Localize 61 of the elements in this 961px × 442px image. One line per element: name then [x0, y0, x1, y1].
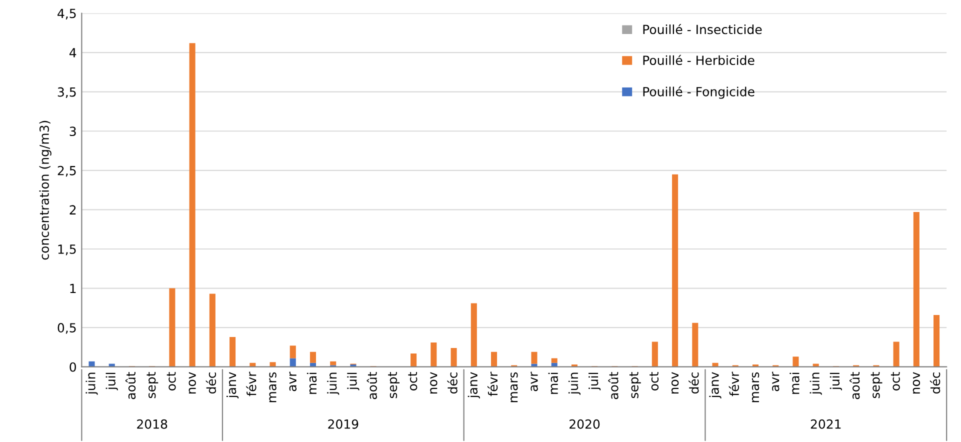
x-tick-label: mars	[510, 372, 518, 402]
legend-label: Pouillé - Fongicide	[643, 86, 754, 99]
legend-label: Pouillé - Herbicide	[643, 54, 754, 66]
x-tick-label: avr	[530, 372, 538, 392]
x-tick-label: févr	[728, 372, 740, 396]
text: 2018	[137, 419, 168, 429]
x-tick-label: juin	[810, 372, 822, 395]
x-tick-label: févr	[246, 372, 256, 396]
x-tick-label: janv	[468, 372, 480, 398]
y-tick-label: 0	[70, 362, 76, 372]
y-tick-label: 4,5	[58, 8, 76, 20]
x-tick-label: avr	[772, 372, 780, 392]
y-tick-label: 4	[69, 48, 76, 58]
x-tick-label: juin	[327, 372, 340, 395]
x-tick-label: janv	[226, 372, 239, 398]
x-tick-label: mai	[306, 372, 317, 394]
x-tick-label: déc	[930, 372, 940, 394]
x-tick-label: mars	[269, 372, 276, 402]
text: 2019	[328, 419, 358, 429]
x-tick-label: oct	[650, 372, 659, 390]
x-tick-label: juil	[106, 372, 118, 390]
x-tick-label: août	[366, 372, 377, 400]
y-tick-label: 1,5	[58, 244, 76, 256]
y-axis-title: concentration (ng/m3)	[39, 120, 52, 260]
x-tick-label: juin	[568, 372, 581, 395]
x-tick-label: juil	[830, 372, 842, 390]
x-tick-label: nov	[671, 372, 679, 394]
x-tick-label: mars	[752, 372, 760, 402]
x-tick-label: janv	[709, 372, 722, 398]
legend-label: Pouillé - Insecticide	[643, 24, 762, 34]
x-tick-label: nov	[430, 372, 438, 394]
x-tick-label: nov	[912, 372, 920, 394]
x-tick-label: mai	[790, 372, 800, 394]
y-tick-label: 2	[70, 205, 76, 214]
x-tick-label: avr	[289, 372, 297, 392]
x-tick-label: déc	[688, 372, 699, 394]
x-tick-label: oct	[166, 372, 176, 390]
text: 2021	[810, 419, 841, 429]
x-tick-label: août	[608, 372, 618, 400]
x-tick-label: déc	[447, 372, 458, 394]
x-tick-label: juil	[347, 372, 360, 390]
x-tick-label: sept	[870, 372, 882, 398]
x-tick-label: sept	[388, 372, 400, 398]
x-tick-label: mai	[548, 372, 558, 394]
y-tick-label: 0,5	[58, 323, 76, 334]
x-tick-label: oct	[890, 372, 900, 390]
x-tick-label: juin	[86, 372, 98, 395]
x-tick-label: juil	[588, 372, 601, 390]
x-tick-label: août	[125, 372, 136, 400]
y-tick-label: 1	[70, 284, 76, 294]
x-tick-label: déc	[206, 372, 216, 394]
x-tick-label: nov	[188, 372, 196, 394]
x-tick-label: août	[850, 372, 860, 400]
x-tick-label: sept	[146, 372, 158, 398]
x-tick-label: oct	[408, 372, 418, 390]
x-tick-label: févr	[487, 372, 498, 396]
text: 2020	[570, 419, 600, 429]
y-tick-label: 2,5	[58, 166, 76, 177]
x-tick-label: sept	[629, 372, 641, 398]
y-tick-label: 3,5	[58, 87, 76, 98]
y-tick-label: 3	[70, 126, 76, 136]
